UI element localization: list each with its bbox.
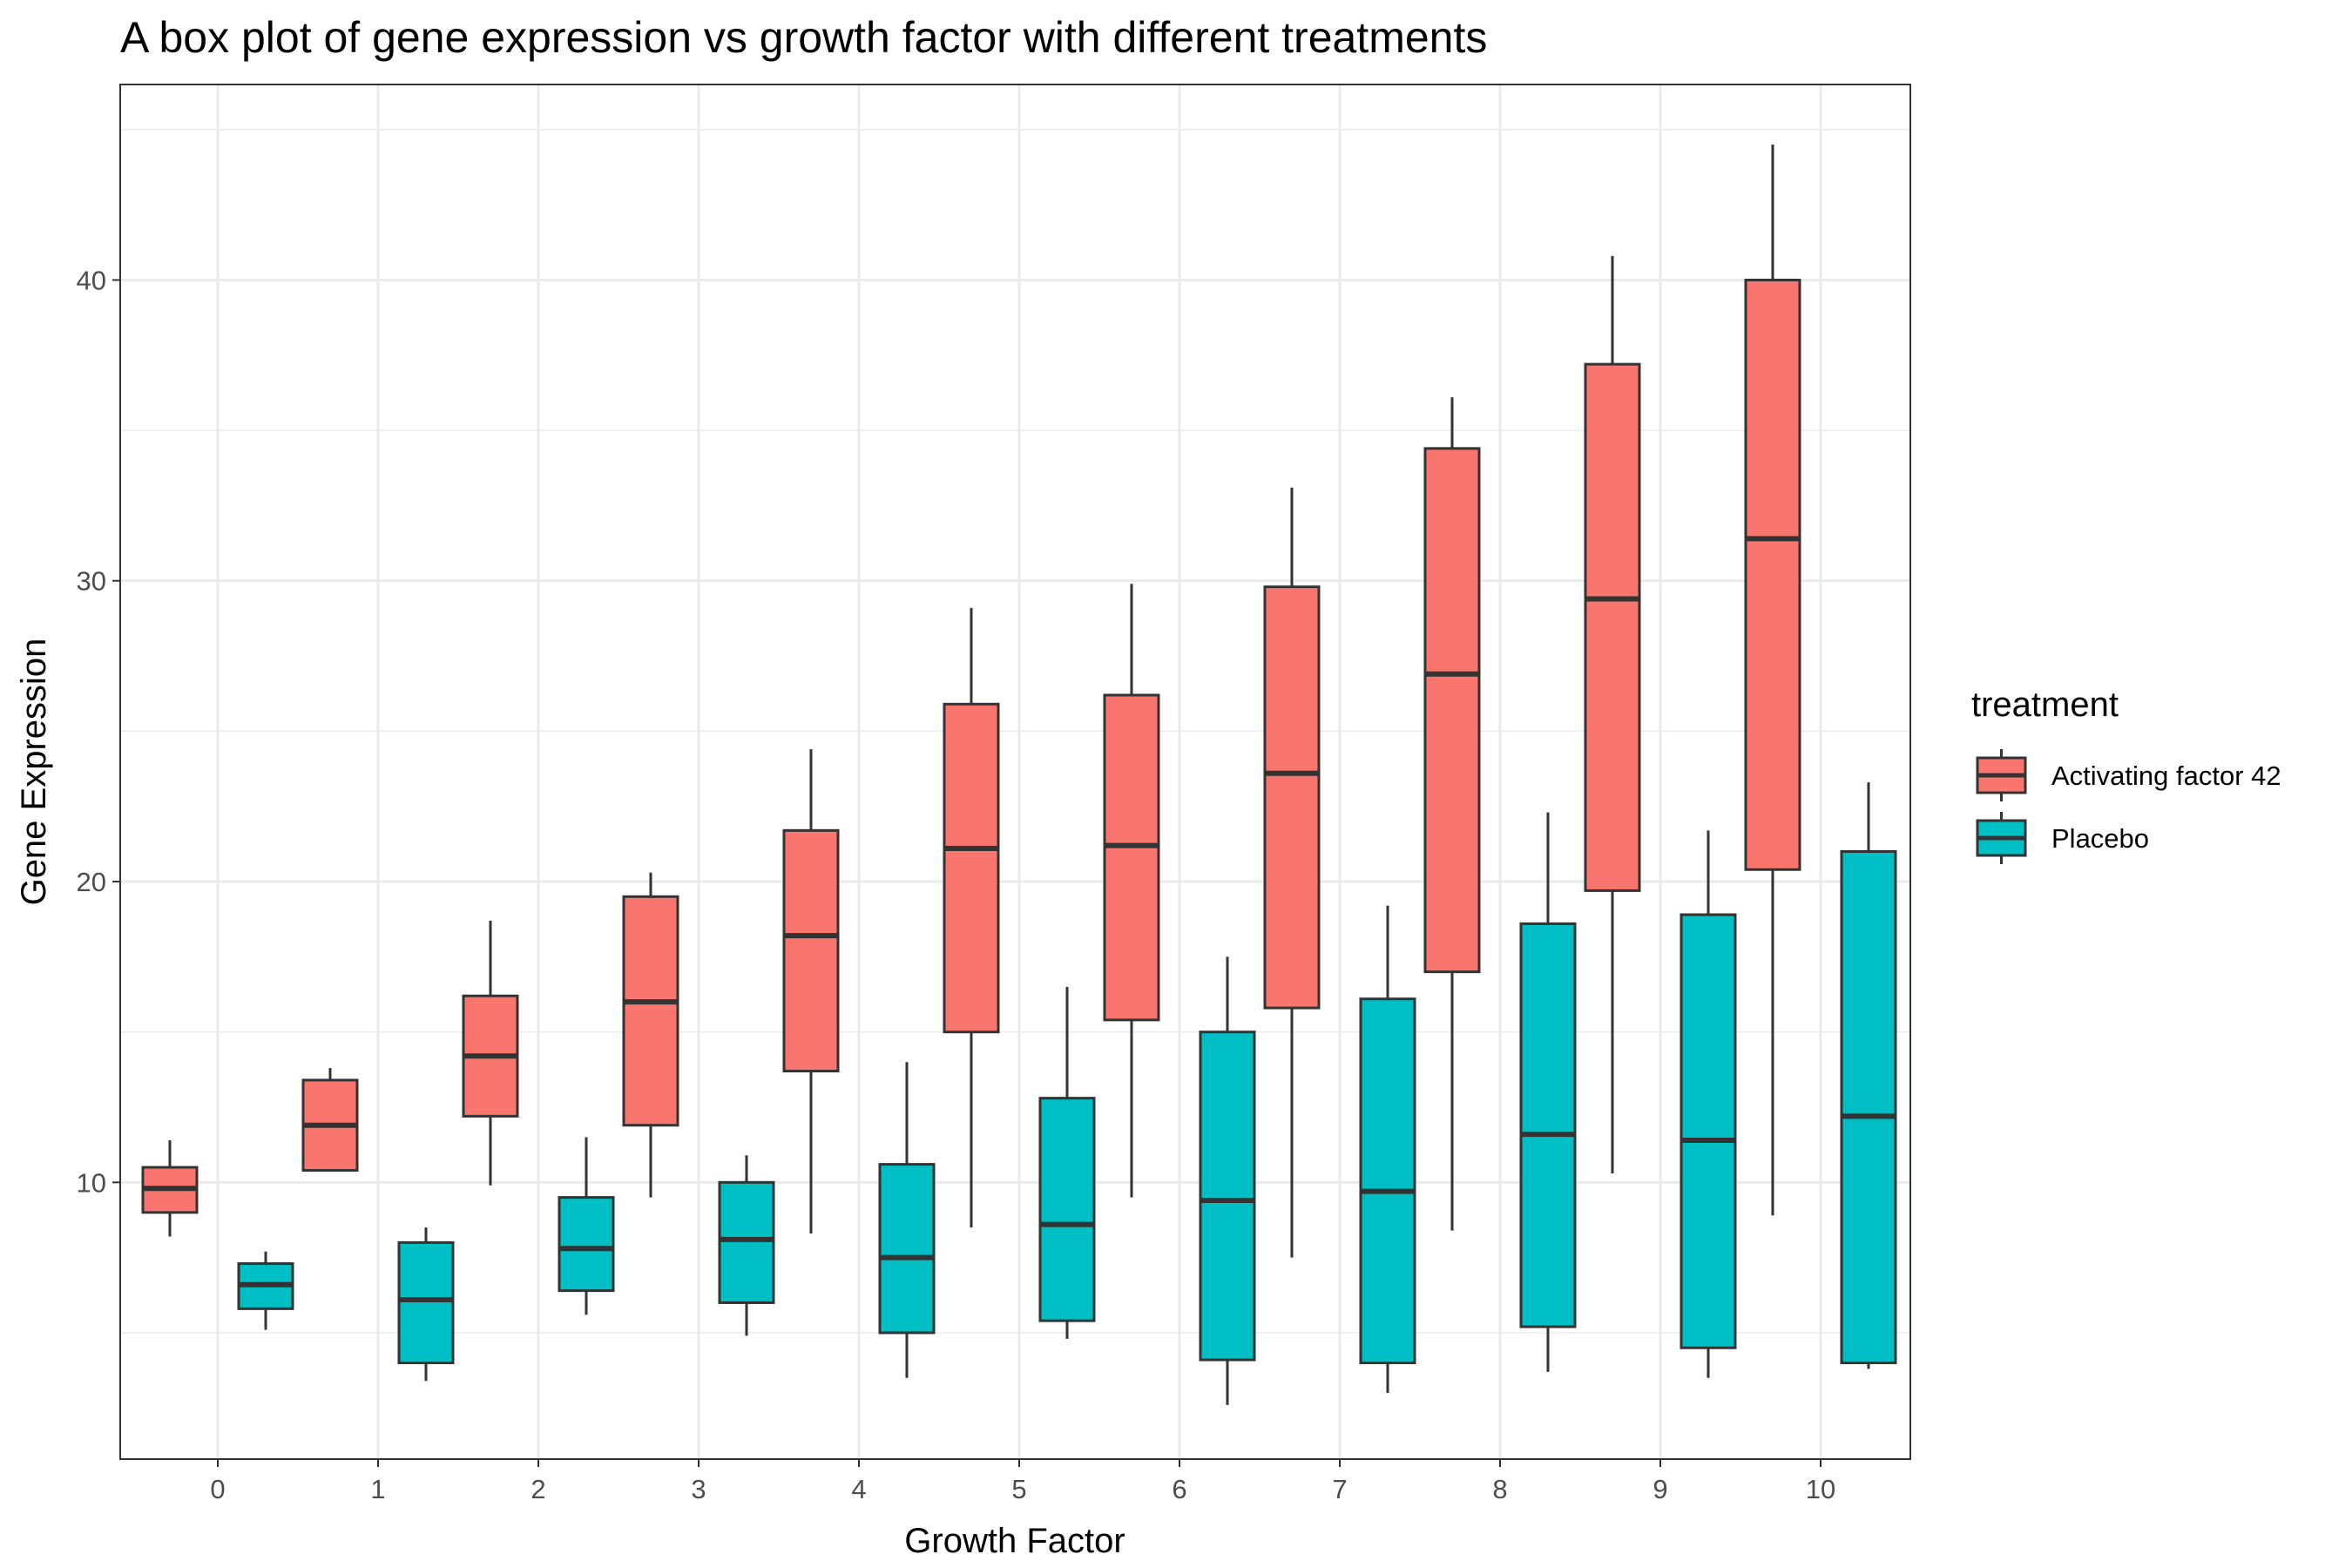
box-1-5 — [1038, 986, 1096, 1339]
box-1-6 — [1199, 956, 1256, 1405]
box-1-2 — [558, 1137, 615, 1315]
box-0-0 — [141, 1139, 199, 1237]
legend-title: treatment — [1971, 686, 2119, 724]
x-tick-label: 4 — [851, 1474, 866, 1504]
y-axis-title: Gene Expression — [15, 639, 53, 906]
y-tick-label: 10 — [77, 1167, 106, 1198]
box-marks — [141, 145, 1897, 1405]
box-1-1 — [397, 1227, 455, 1382]
x-tick-label: 2 — [531, 1474, 545, 1504]
axis-ticks: 10 20 30 40 0 1 2 3 4 5 6 7 8 9 10 — [77, 265, 1836, 1504]
x-axis-title: Growth Factor — [904, 1522, 1125, 1560]
box-body — [1103, 693, 1160, 1022]
box-body — [397, 1240, 455, 1365]
box-body — [1263, 585, 1321, 1010]
x-tick-label: 7 — [1332, 1474, 1347, 1504]
panel-border — [119, 84, 1911, 1460]
x-tick-label: 10 — [1806, 1474, 1835, 1504]
box-0-7 — [1263, 487, 1321, 1258]
legend: treatment Activating factor 42 Placebo — [1971, 686, 2281, 864]
box-body — [943, 702, 1000, 1034]
box-1-4 — [878, 1062, 936, 1378]
box-0-3 — [622, 872, 679, 1198]
x-tick-label: 5 — [1011, 1474, 1026, 1504]
x-tick-label: 1 — [370, 1474, 385, 1504]
box-0-5 — [943, 607, 1000, 1228]
y-tick-label: 20 — [77, 867, 106, 897]
box-body — [1359, 997, 1416, 1365]
box-body — [1423, 447, 1481, 974]
box-body — [1038, 1097, 1096, 1322]
y-tick-label: 40 — [77, 265, 106, 295]
box-0-8 — [1423, 397, 1481, 1231]
box-1-3 — [718, 1155, 775, 1336]
box-0-4 — [782, 749, 840, 1234]
box-body — [1840, 850, 1897, 1365]
x-tick-label: 6 — [1172, 1474, 1186, 1504]
box-body — [1584, 362, 1641, 892]
y-tick-label: 30 — [77, 566, 106, 597]
box-1-7 — [1359, 905, 1416, 1394]
box-body — [1199, 1031, 1256, 1362]
box-body — [622, 895, 679, 1127]
box-body — [1744, 278, 1801, 871]
x-tick-label: 9 — [1652, 1474, 1667, 1504]
box-body — [782, 828, 840, 1073]
plot-panel — [120, 84, 1910, 1459]
legend-item-1: Placebo — [1976, 812, 2149, 864]
box-body — [878, 1163, 936, 1335]
legend-label: Activating factor 42 — [2051, 760, 2281, 791]
box-1-10 — [1840, 782, 1897, 1369]
x-tick-label: 0 — [210, 1474, 225, 1504]
x-tick-label: 3 — [691, 1474, 706, 1504]
box-1-8 — [1519, 812, 1577, 1372]
x-tick-label: 8 — [1492, 1474, 1507, 1504]
box-body — [558, 1196, 615, 1293]
box-1-9 — [1680, 830, 1737, 1378]
legend-label: Placebo — [2051, 823, 2149, 854]
box-body — [718, 1180, 775, 1304]
box-0-2 — [462, 920, 519, 1186]
box-0-10 — [1744, 145, 1801, 1216]
box-0-6 — [1103, 584, 1160, 1198]
box-0-9 — [1584, 255, 1641, 1173]
box-body — [1680, 913, 1737, 1349]
box-0-1 — [301, 1068, 359, 1173]
chart-title: A box plot of gene expression vs growth … — [120, 13, 1487, 62]
box-body — [1519, 922, 1577, 1328]
box-1-0 — [237, 1251, 294, 1330]
panel-background — [120, 84, 1910, 1459]
legend-item-0: Activating factor 42 — [1976, 749, 2281, 801]
